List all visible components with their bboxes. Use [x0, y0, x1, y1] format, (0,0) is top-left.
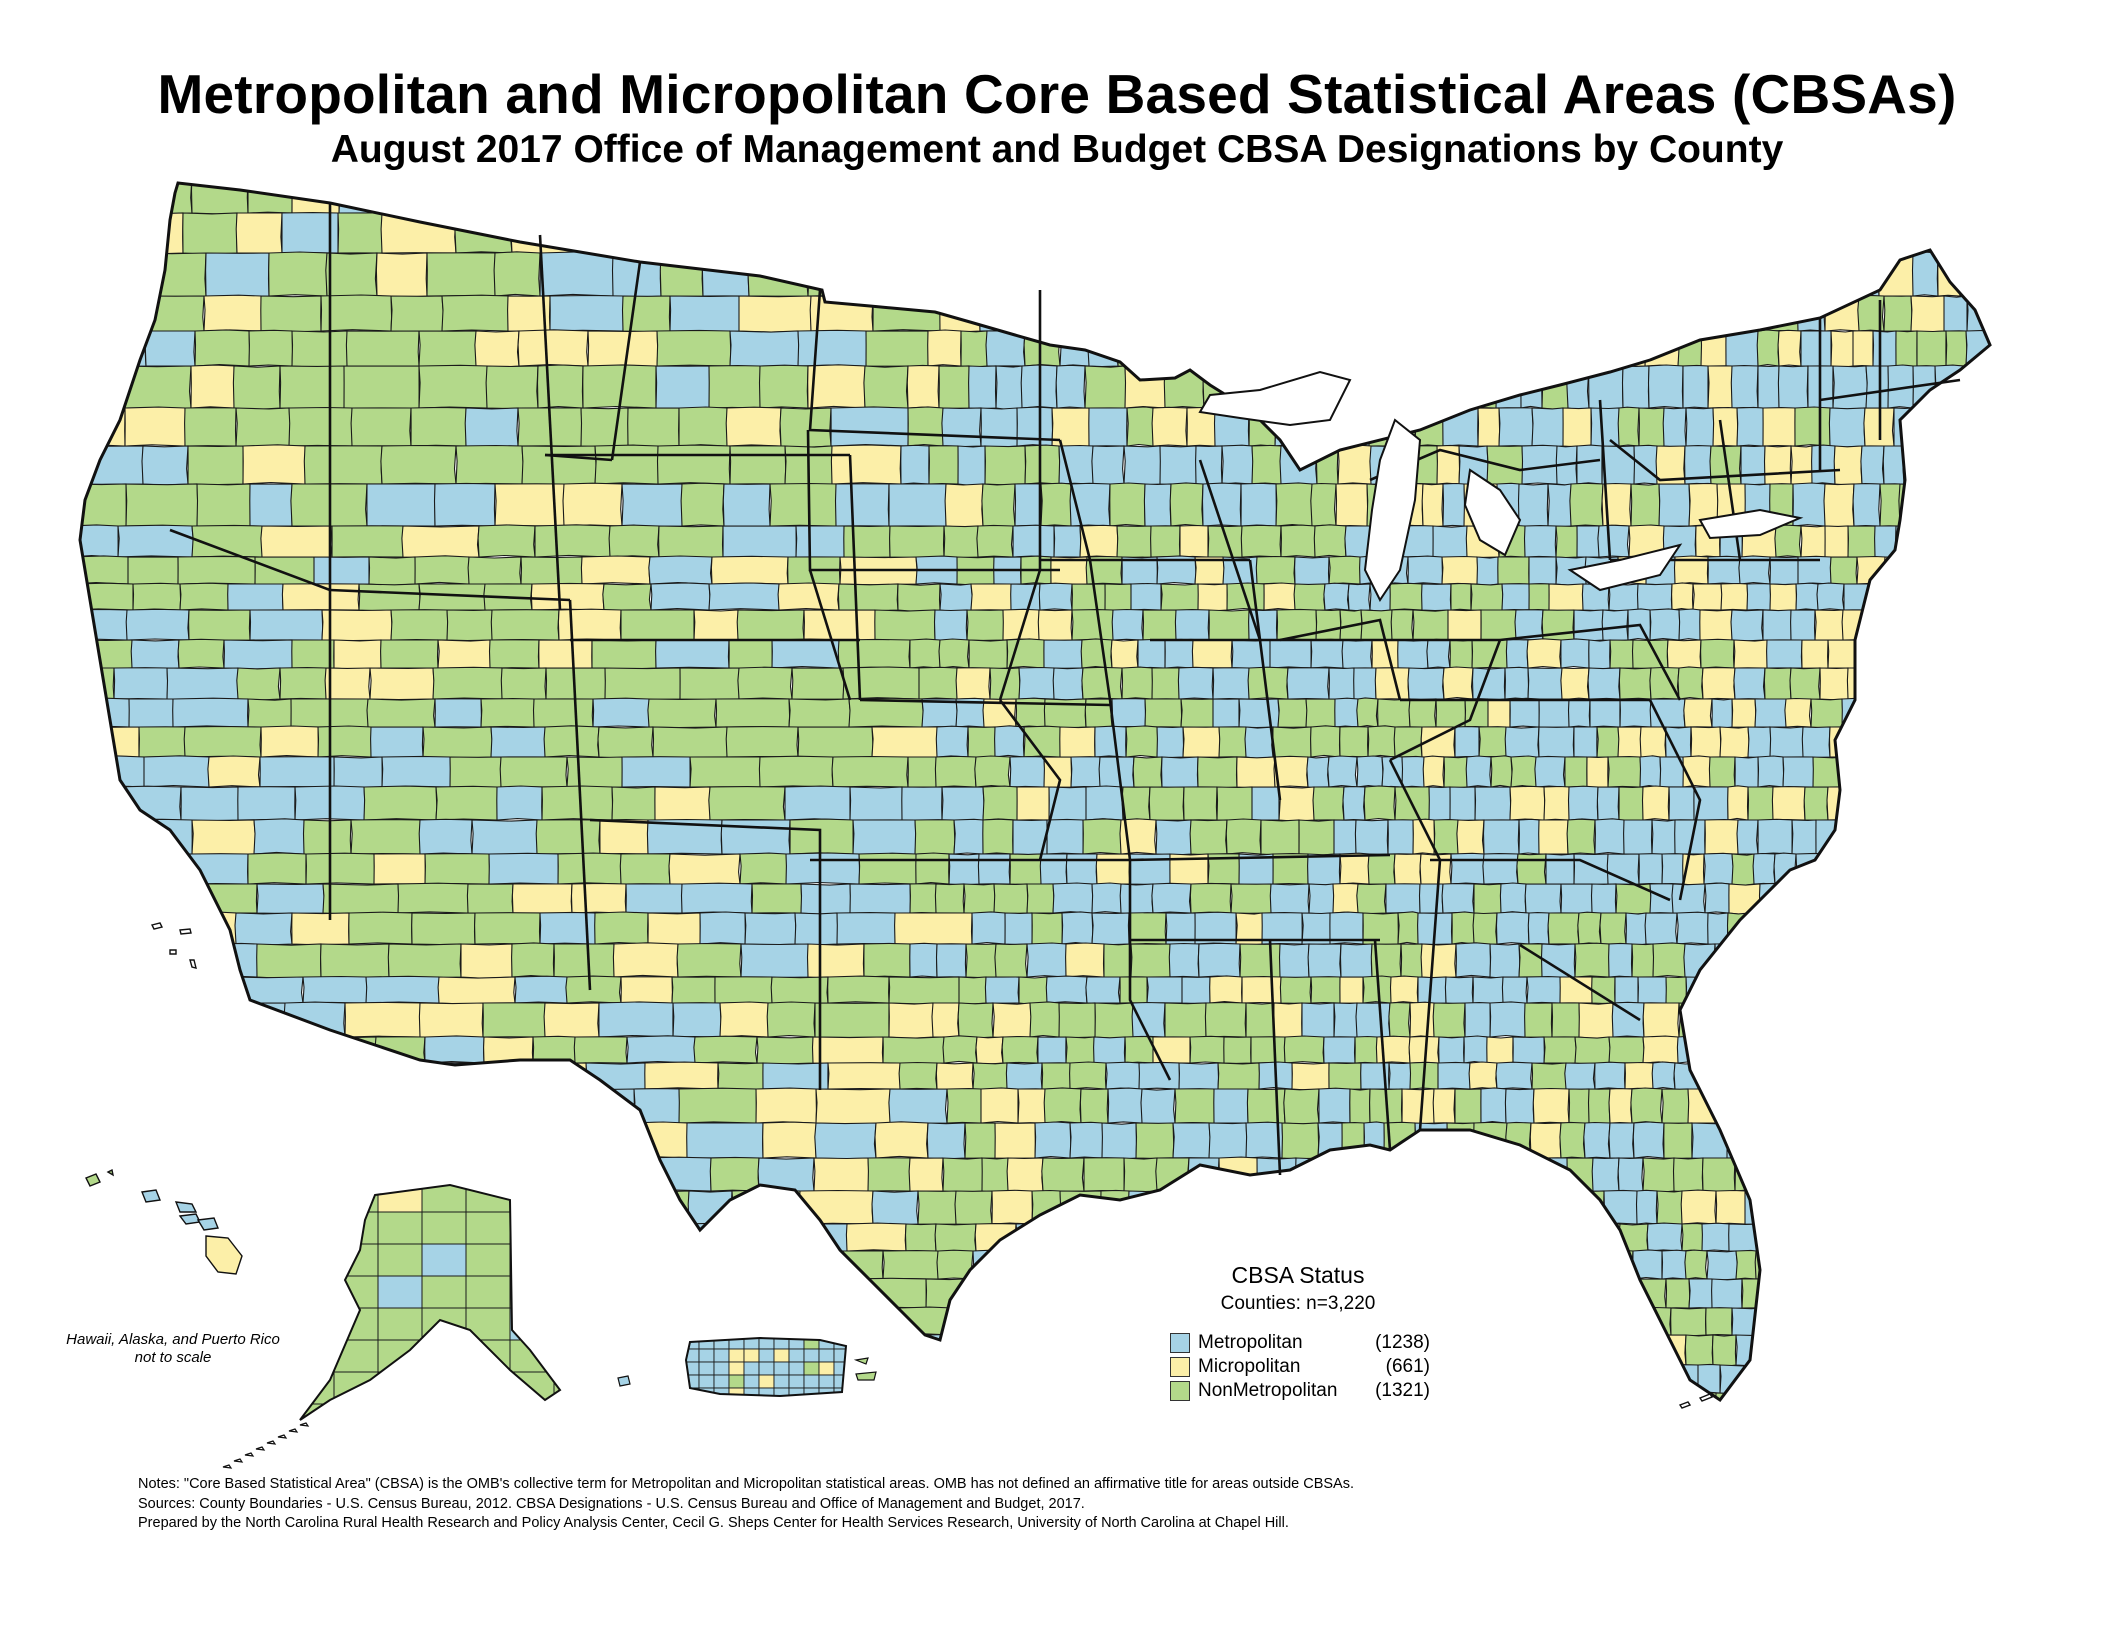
map-notes: Notes: "Core Based Statistical Area" (CB… — [138, 1475, 1838, 1534]
puerto-rico-inset — [617, 1336, 877, 1398]
legend-count: (1321) — [1375, 1380, 1430, 1401]
legend-item-nonmetropolitan: NonMetropolitan (1321) — [1170, 1379, 1528, 1403]
metropolitan-swatch — [1170, 1333, 1190, 1353]
notes-prepared-by: Prepared by the North Carolina Rural Hea… — [138, 1515, 1289, 1531]
inset-note-line-1: Hawaii, Alaska, and Puerto Rico — [66, 1331, 280, 1348]
inset-scale-note: Hawaii, Alaska, and Puerto Rico not to s… — [48, 1331, 298, 1367]
legend-item-metropolitan: Metropolitan (1238) — [1170, 1331, 1528, 1355]
legend-items: Metropolitan (1238) Micropolitan (661) N… — [1170, 1331, 1528, 1403]
legend-count: (661) — [1385, 1356, 1430, 1377]
state-boundaries — [169, 203, 1961, 1176]
legend-label: Metropolitan — [1198, 1332, 1303, 1353]
map-subtitle: August 2017 Office of Management and Bud… — [330, 128, 1784, 171]
micropolitan-swatch — [1170, 1357, 1190, 1377]
notes-line-1: Notes: "Core Based Statistical Area" (CB… — [138, 1476, 1355, 1492]
legend-label: NonMetropolitan — [1198, 1380, 1338, 1401]
alaska-inset — [222, 1183, 562, 1469]
great-lakes — [1198, 370, 1804, 602]
legend: CBSA Status Counties: n=3,220 Metropolit… — [1168, 1262, 1528, 1403]
map-title: Metropolitan and Micropolitan Core Based… — [157, 63, 1957, 125]
legend-count: (1238) — [1375, 1332, 1430, 1353]
hawaii-inset — [85, 1168, 243, 1275]
legend-title: CBSA Status — [1231, 1262, 1365, 1288]
legend-label: Micropolitan — [1198, 1356, 1301, 1377]
coastal-islands — [150, 922, 1714, 1409]
legend-item-micropolitan: Micropolitan (661) — [1170, 1355, 1528, 1379]
inset-note-line-2: not to scale — [134, 1349, 212, 1366]
nonmetropolitan-swatch — [1170, 1381, 1190, 1401]
notes-sources: Sources: County Boundaries - U.S. Census… — [138, 1495, 1085, 1512]
legend-subtitle: Counties: n=3,220 — [1220, 1293, 1376, 1314]
